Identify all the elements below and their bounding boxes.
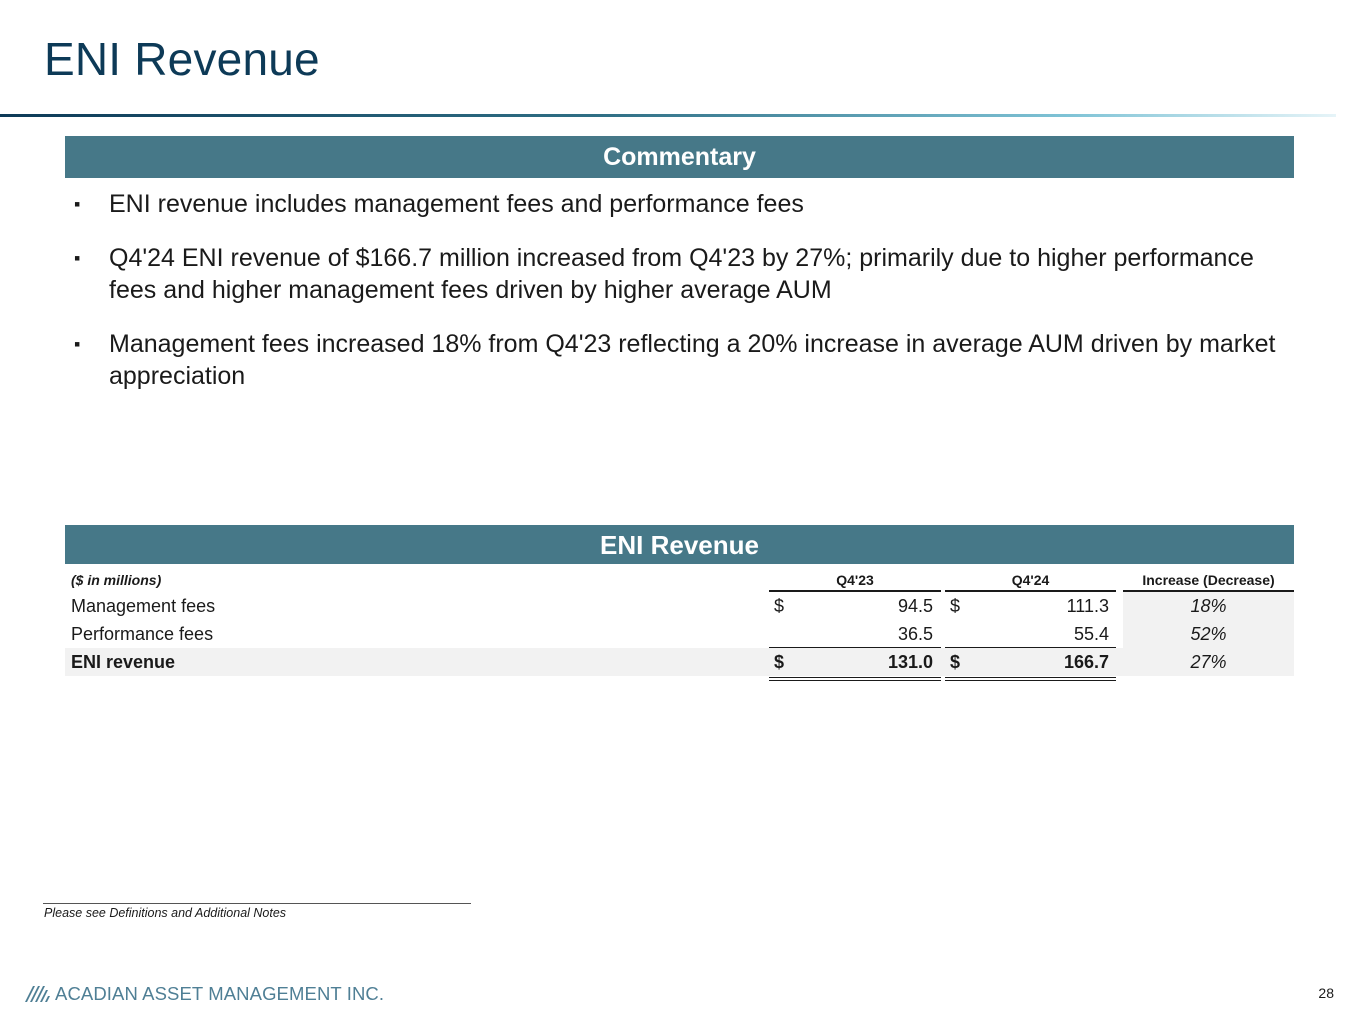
table-total-row: ENI revenue $ 131.0 $ 166.7 27% — [0, 648, 1365, 676]
table-row: Performance fees 36.5 55.4 52% — [0, 620, 1365, 648]
currency-symbol: $ — [774, 652, 785, 672]
table-row: Management fees $ 94.5 $ 111.3 18% — [0, 592, 1365, 620]
commentary-bullet: ▪ Q4'24 ENI revenue of $166.7 million in… — [74, 242, 1289, 306]
bullet-marker: ▪ — [74, 334, 81, 354]
total-row-shading — [65, 648, 1294, 676]
footnote: Please see Definitions and Additional No… — [44, 906, 287, 920]
value-q4-23: 131.0 — [887, 652, 933, 672]
column-header-change: Increase (Decrease) — [1142, 572, 1275, 588]
commentary-bullets: ▪ ENI revenue includes management fees a… — [74, 188, 1289, 414]
value-change: 52% — [1190, 624, 1227, 644]
commentary-bullet: ▪ ENI revenue includes management fees a… — [74, 188, 1289, 220]
bullet-marker: ▪ — [74, 194, 81, 214]
total-double-rule — [769, 677, 941, 678]
subtotal-rule — [945, 647, 1116, 648]
column-header-q4-23: Q4'23 — [836, 572, 874, 588]
footnote-divider — [43, 903, 471, 904]
company-name: ACADIAN ASSET MANAGEMENT INC. — [55, 983, 385, 1004]
bullet-marker: ▪ — [74, 248, 81, 268]
title-divider — [0, 114, 1336, 117]
row-label: Performance fees — [71, 624, 214, 644]
commentary-header: Commentary — [65, 136, 1294, 178]
value-q4-23: 94.5 — [897, 596, 933, 616]
row-label: Management fees — [71, 596, 216, 616]
column-header-q4-24: Q4'24 — [1011, 572, 1050, 588]
commentary-bullet: ▪ Management fees increased 18% from Q4'… — [74, 328, 1289, 392]
subtotal-rule — [769, 647, 941, 648]
column-header-rule — [945, 590, 1116, 592]
value-q4-23: 36.5 — [897, 624, 933, 644]
value-q4-24: 111.3 — [1066, 596, 1109, 616]
bullet-text: ENI revenue includes management fees and… — [109, 190, 804, 218]
currency-symbol: $ — [950, 596, 961, 616]
total-double-rule — [945, 680, 1116, 681]
total-double-rule — [769, 680, 941, 681]
currency-symbol: $ — [774, 596, 785, 616]
row-label: ENI revenue — [71, 652, 176, 672]
acadian-stripes-icon — [25, 986, 50, 1002]
value-q4-24: 166.7 — [1063, 652, 1109, 672]
page-number: 28 — [1318, 985, 1334, 1001]
column-header-rule — [769, 590, 941, 592]
change-column-shading — [1123, 592, 1294, 648]
bullet-text: Q4'24 ENI revenue of $166.7 million incr… — [109, 244, 1254, 304]
eni-revenue-table-header: ENI Revenue — [65, 525, 1294, 564]
table-units-label: ($ in millions) — [71, 572, 162, 588]
column-header-rule — [1123, 590, 1294, 592]
total-double-rule — [945, 677, 1116, 678]
company-logo: ACADIAN ASSET MANAGEMENT INC. — [25, 983, 384, 1005]
currency-symbol: $ — [950, 652, 961, 672]
value-q4-24: 55.4 — [1073, 624, 1109, 644]
page-title: ENI Revenue — [44, 33, 320, 85]
value-change: 27% — [1190, 652, 1227, 672]
bullet-text: Management fees increased 18% from Q4'23… — [109, 330, 1276, 390]
value-change: 18% — [1190, 596, 1227, 616]
